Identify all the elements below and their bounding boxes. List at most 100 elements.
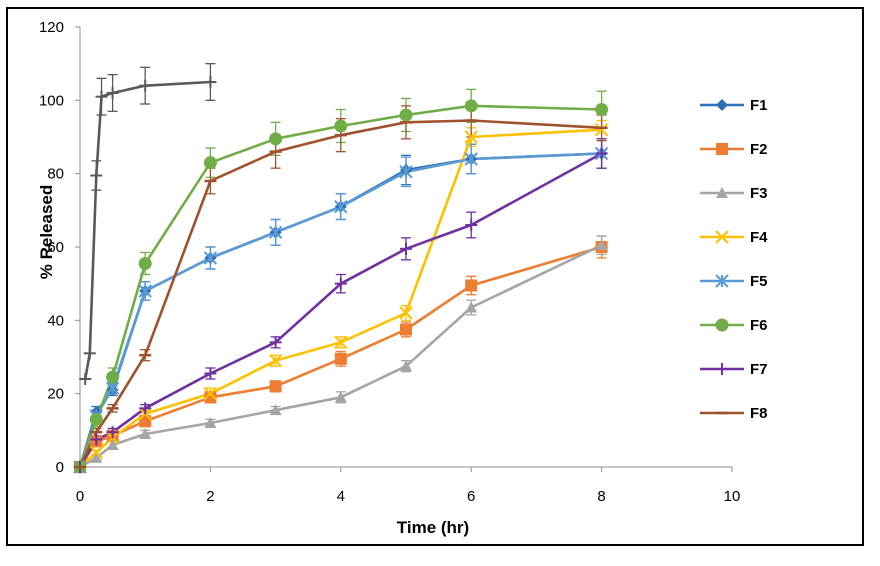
series-markers <box>73 76 609 474</box>
data-point-f4 <box>399 306 413 320</box>
legend-label: F6 <box>750 317 768 334</box>
data-point-f6 <box>89 412 103 426</box>
tick-labels: 0 20 40 60 80 100 120 0 2 4 6 8 10 <box>39 19 740 505</box>
data-point-f5 <box>203 251 218 265</box>
data-point-f6 <box>464 99 478 113</box>
y-tick-label: 0 <box>56 459 64 476</box>
data-point-f2 <box>269 380 282 393</box>
data-point-f7 <box>465 219 478 231</box>
y-axis-title: % Released <box>37 185 56 280</box>
legend-label: F8 <box>750 405 768 422</box>
data-point-f2 <box>204 391 217 404</box>
data-point-f3 <box>269 404 282 416</box>
legend-entry-f3: F3 <box>700 185 768 202</box>
y-tick-label: 40 <box>47 312 64 329</box>
data-point-f5 <box>268 225 283 240</box>
data-point-f6 <box>334 119 348 133</box>
data-point-f5 <box>105 381 120 395</box>
legend: F1 F2 F3 F4 F5 F6 F7 F8 <box>700 97 768 422</box>
data-point-f3 <box>334 391 347 403</box>
data-point-unlabeled <box>79 373 92 385</box>
data-point-f4 <box>268 353 283 368</box>
legend-swatch-marker <box>716 363 728 375</box>
data-point-f2 <box>400 323 412 336</box>
y-tick-label: 100 <box>39 92 64 109</box>
legend-entry-f5: F5 <box>700 273 768 290</box>
marker-stroke <box>594 122 609 137</box>
marker-stroke <box>268 353 283 368</box>
data-point-f5 <box>399 165 413 179</box>
series-line-f8 <box>78 119 602 468</box>
y-tick-label: 60 <box>47 239 64 256</box>
series-lines <box>78 80 603 469</box>
data-point-f2 <box>465 279 478 292</box>
marker-stroke <box>399 306 413 320</box>
data-point-f2 <box>334 352 347 365</box>
x-tick-label: 2 <box>206 488 214 505</box>
marker-stroke <box>334 335 348 350</box>
x-tick-label: 0 <box>76 488 84 505</box>
data-point-f3 <box>204 417 217 428</box>
data-point-f7 <box>269 336 282 349</box>
legend-entry-f7: F7 <box>700 361 768 378</box>
legend-swatch-marker <box>716 187 728 198</box>
series-line-f2 <box>78 245 602 468</box>
data-point-f7 <box>334 277 347 290</box>
x-axis-title: Time (hr) <box>397 518 469 537</box>
data-point-f3 <box>139 428 152 439</box>
marker-stroke <box>464 130 478 144</box>
marker-stroke <box>715 230 729 244</box>
legend-label: F5 <box>750 273 768 290</box>
data-point-f6 <box>399 108 413 122</box>
data-point-f6 <box>595 103 609 116</box>
legend-entry-f6: F6 <box>700 317 768 334</box>
x-tick-label: 10 <box>724 488 741 505</box>
legend-entry-f8: F8 <box>700 405 768 422</box>
x-tick-label: 4 <box>337 488 345 505</box>
data-point-f3 <box>106 439 119 450</box>
data-point-f5 <box>464 152 478 166</box>
data-point-unlabeled <box>90 169 103 182</box>
data-point-unlabeled <box>83 347 96 360</box>
data-point-f6 <box>269 132 283 146</box>
series-line-f7 <box>78 152 603 468</box>
data-point-f3 <box>595 239 608 251</box>
data-point-unlabeled <box>139 79 152 92</box>
legend-swatch-marker <box>716 99 728 111</box>
x-tick-label: 8 <box>597 488 605 505</box>
data-point-f7 <box>90 433 103 446</box>
data-point-f3 <box>465 301 478 313</box>
data-point-f4 <box>89 445 104 460</box>
data-point-f4 <box>464 130 478 144</box>
data-point-f5 <box>138 284 152 298</box>
legend-label: F4 <box>750 229 768 246</box>
data-point-f4 <box>334 335 348 350</box>
series-line-f6 <box>78 104 602 468</box>
data-point-unlabeled <box>204 76 217 88</box>
legend-label: F1 <box>750 97 768 114</box>
data-point-f6 <box>106 370 120 384</box>
y-tick-label: 80 <box>47 166 64 183</box>
data-point-f3 <box>90 451 103 463</box>
series-line-f3 <box>79 243 603 469</box>
data-point-f7 <box>139 402 152 415</box>
x-tick-label: 6 <box>467 488 475 505</box>
legend-label: F2 <box>750 141 768 158</box>
data-point-f3 <box>400 360 412 372</box>
data-point-unlabeled <box>106 87 119 99</box>
data-point-f4 <box>594 122 609 137</box>
data-point-f7 <box>595 147 608 160</box>
y-tick-label: 120 <box>39 19 64 36</box>
legend-entry-f1: F1 <box>700 97 768 114</box>
marker-stroke <box>203 386 218 401</box>
legend-entry-f2: F2 <box>700 141 768 158</box>
legend-swatch-marker <box>716 143 728 155</box>
legend-label: F3 <box>750 185 768 202</box>
data-point-f4 <box>203 386 218 401</box>
data-point-f5 <box>334 199 348 214</box>
series-line-f5 <box>78 152 602 468</box>
legend-swatch-marker <box>715 274 729 288</box>
data-point-f7 <box>204 367 217 380</box>
data-point-f7 <box>106 426 119 439</box>
